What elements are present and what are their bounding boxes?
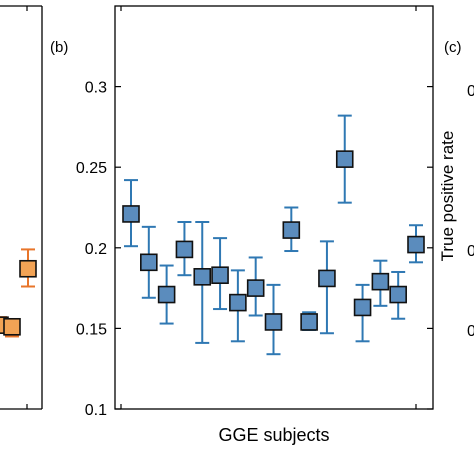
panel-c-label: (c) (444, 39, 462, 56)
panel-b-x-label: GGE subjects (218, 425, 329, 445)
panel-b-y-tick-label: 0.15 (76, 321, 107, 338)
panel-b-y-tick-label: 0.1 (85, 402, 107, 419)
panel-b-data-point (335, 150, 354, 168)
panel-b-data-point (318, 269, 336, 288)
panel-b-data-point (122, 205, 140, 223)
panel-b-x-axis (120, 6, 417, 409)
panel-b-data-point (353, 298, 372, 317)
panel-b-data-point (246, 279, 265, 297)
panel-b-data-point (229, 293, 247, 312)
panel-a-data-point (19, 259, 37, 278)
panel-b-data-point (407, 235, 425, 254)
panel-b-data-point (264, 313, 283, 331)
panel-c-y-tick-label: 0 (467, 323, 474, 340)
panel-b-data-point (193, 268, 212, 286)
panel-a (0, 5, 43, 410)
panel-b-data-point (389, 285, 407, 304)
panel-b-y-tick-label: 0.25 (76, 160, 107, 177)
panel-b-data-point (140, 253, 158, 272)
panel-b-data-point (300, 313, 318, 331)
panel-b-data-point (211, 266, 229, 285)
panel-b: (b) 0.1 0.15 0.2 0.25 0.3 GGE subjects (50, 5, 434, 445)
panel-b-data-point (282, 221, 301, 239)
panel-b-data-point (175, 240, 194, 259)
panel-b-marks (122, 114, 425, 356)
panel-b-label: (b) (50, 39, 68, 56)
panel-c-y-tick-label: 0 (467, 83, 474, 100)
panel-b-plot-area (114, 5, 434, 410)
panel-b-y-tick-label: 0.2 (85, 241, 107, 258)
panel-c-y-tick-label: 0 (467, 243, 474, 260)
panel-c-y-label: True positive rate (438, 131, 457, 262)
panel-c: (c) True positive rate 0 0 0 (438, 39, 474, 340)
panel-a-marks (0, 248, 37, 338)
panel-b-y-tick-label: 0.3 (85, 80, 107, 97)
panel-a-data-point (3, 317, 21, 336)
panel-b-data-point (157, 285, 176, 304)
panel-b-data-point (371, 272, 390, 291)
panel-b-y-axis: 0.1 0.15 0.2 0.25 0.3 (76, 80, 433, 419)
